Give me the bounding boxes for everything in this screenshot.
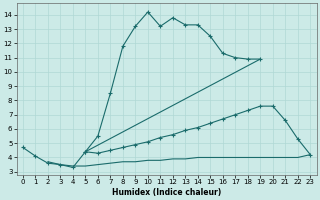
X-axis label: Humidex (Indice chaleur): Humidex (Indice chaleur)	[112, 188, 221, 197]
